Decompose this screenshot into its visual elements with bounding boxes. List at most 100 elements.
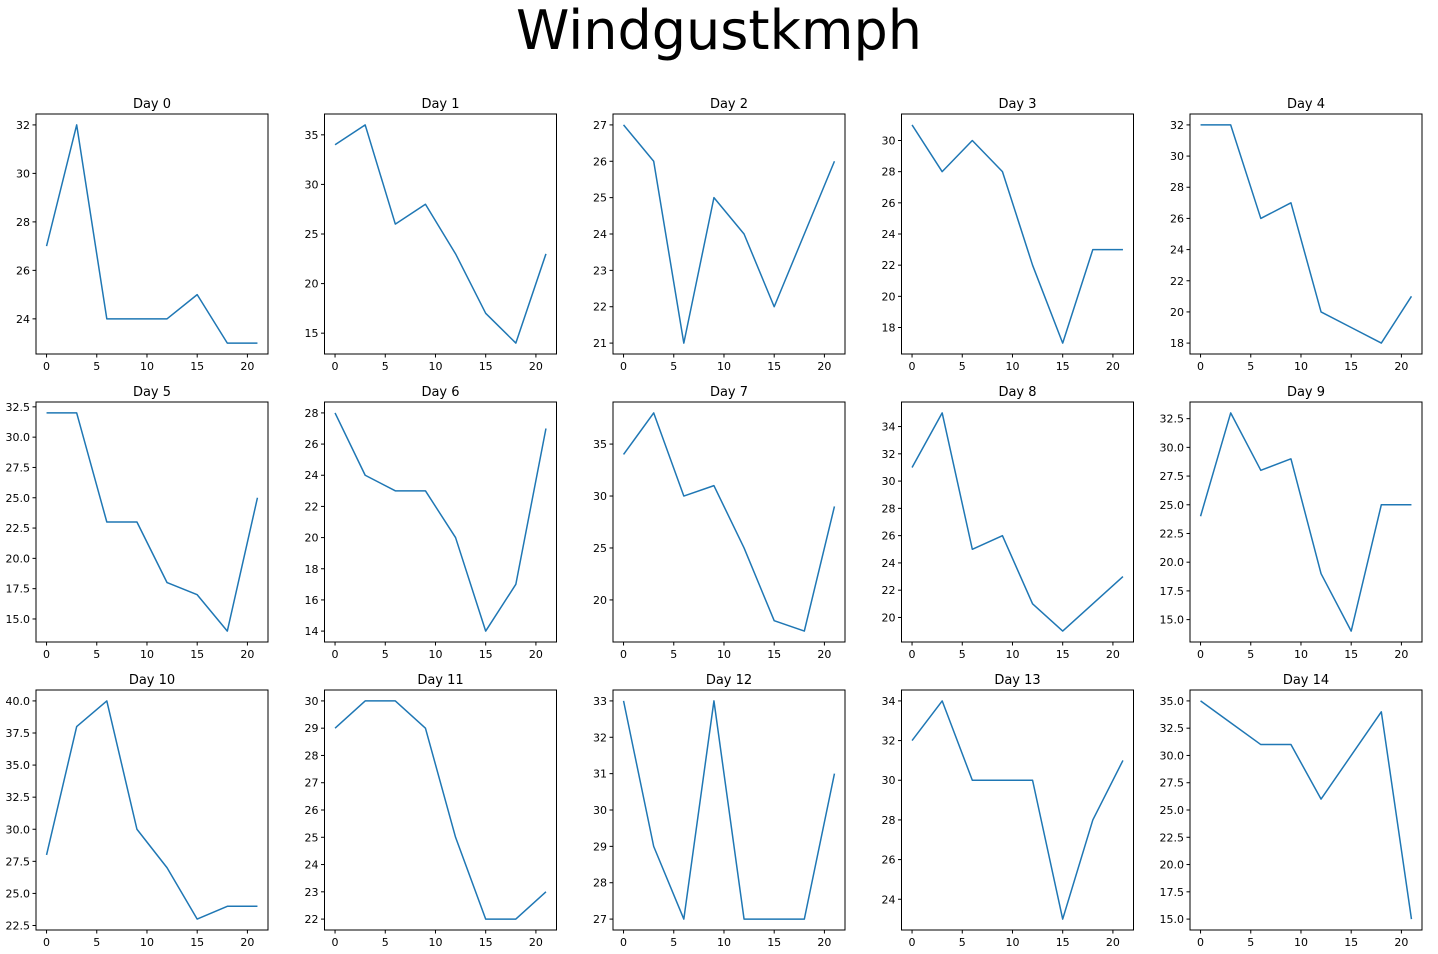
y-tick-label: 30 [882, 134, 896, 147]
series-line [1200, 124, 1413, 344]
subplot-title: Day 13 [994, 673, 1040, 688]
y-tick-label: 30 [593, 804, 607, 817]
y-tick-label: 30 [305, 178, 319, 191]
y-tick-label: 30 [882, 475, 896, 488]
plot-frame [324, 113, 557, 355]
subplot-title: Day 12 [706, 673, 752, 688]
series-line [622, 412, 836, 632]
y-tick-label: 32 [882, 735, 896, 748]
plot-frame [324, 401, 557, 643]
y-tick-label: 20.0 [6, 552, 31, 565]
x-tick-label: 15 [190, 648, 204, 661]
y-tick-label: 22 [305, 913, 319, 926]
y-tick-label: 37.5 [6, 727, 31, 740]
subplot-title: Day 3 [998, 97, 1036, 112]
subplot-title: Day 5 [133, 385, 171, 400]
x-tick-label: 5 [93, 648, 100, 661]
subplot-day-12: Day 12 0 5 10 15 20 27 28 29 30 31 32 33 [593, 673, 846, 949]
x-tick-label: 5 [382, 648, 389, 661]
subplot-day-7: Day 7 0 5 10 15 20 20 25 30 35 [593, 385, 846, 661]
plot-frame [324, 689, 557, 931]
y-tick-label: 20 [882, 290, 896, 303]
x-tick-label: 20 [529, 360, 543, 373]
x-tick-label: 0 [43, 360, 50, 373]
y-tick-label: 24 [16, 313, 30, 326]
subplot-title: Day 14 [1283, 673, 1329, 688]
subplot-title: Day 11 [417, 673, 463, 688]
y-tick-label: 18 [1170, 337, 1184, 350]
y-tick-label: 18 [305, 563, 319, 576]
y-tick-label: 27 [305, 777, 319, 790]
y-tick-label: 22.5 [6, 522, 31, 535]
plot-frame [35, 113, 269, 355]
y-tick-label: 30 [593, 490, 607, 503]
x-tick-label: 5 [670, 360, 677, 373]
y-tick-label: 23 [305, 886, 319, 899]
x-tick-label: 20 [240, 936, 254, 949]
x-tick-label: 10 [1005, 360, 1019, 373]
x-tick-label: 15 [479, 936, 493, 949]
y-tick-label: 26 [305, 804, 319, 817]
x-tick-label: 15 [1344, 648, 1358, 661]
x-tick-label: 10 [717, 648, 731, 661]
x-tick-label: 20 [529, 648, 543, 661]
y-tick-label: 32.5 [6, 791, 31, 804]
subplot-day-11: Day 11 0 5 10 15 20 22 23 24 25 26 27 28 29 30 [305, 673, 557, 949]
y-tick-label: 30 [1170, 150, 1184, 163]
series-line [622, 700, 836, 920]
x-tick-label: 5 [1247, 648, 1254, 661]
y-tick-label: 20 [305, 532, 319, 545]
y-tick-label: 26 [16, 264, 30, 277]
y-tick-label: 28 [305, 407, 319, 420]
x-tick-label: 20 [1394, 936, 1408, 949]
plot-frame [612, 113, 846, 355]
plot-frame [1189, 689, 1423, 931]
y-tick-label: 15.0 [1160, 614, 1185, 627]
x-tick-label: 0 [43, 936, 50, 949]
series-line [911, 412, 1124, 632]
y-tick-label: 29 [593, 840, 607, 853]
x-tick-label: 15 [190, 360, 204, 373]
x-tick-label: 0 [43, 648, 50, 661]
series-line [911, 700, 1124, 920]
y-tick-label: 25 [305, 831, 319, 844]
series-line [46, 412, 259, 632]
y-tick-label: 26 [882, 854, 896, 867]
x-tick-label: 0 [332, 936, 339, 949]
y-tick-label: 20 [1170, 306, 1184, 319]
y-tick-label: 24 [882, 228, 896, 241]
series-line [1199, 412, 1412, 632]
x-tick-label: 10 [717, 936, 731, 949]
x-tick-label: 10 [1005, 936, 1019, 949]
y-tick-label: 26 [305, 438, 319, 451]
y-tick-label: 28 [593, 877, 607, 890]
y-tick-label: 30 [882, 774, 896, 787]
y-tick-label: 28 [305, 749, 319, 762]
y-tick-label: 22 [882, 259, 896, 272]
x-tick-label: 20 [817, 648, 831, 661]
y-tick-label: 15.0 [1160, 913, 1185, 926]
x-tick-label: 20 [240, 648, 254, 661]
y-tick-label: 20 [882, 611, 896, 624]
subplot-title: Day 6 [421, 385, 459, 400]
y-tick-label: 31 [593, 768, 607, 781]
y-tick-label: 14 [305, 625, 319, 638]
x-tick-label: 5 [1247, 360, 1254, 373]
x-tick-label: 5 [670, 936, 677, 949]
series-line [45, 124, 258, 344]
y-tick-label: 25 [305, 228, 319, 241]
series-line [334, 700, 547, 920]
x-tick-label: 15 [767, 360, 781, 373]
subplot-day-3: Day 3 0 5 10 15 20 18 20 22 24 26 28 30 [882, 97, 1134, 373]
subplot-title: Day 8 [998, 385, 1036, 400]
series-line [1200, 700, 1413, 920]
x-tick-label: 5 [93, 360, 100, 373]
y-tick-label: 16 [305, 594, 319, 607]
y-tick-label: 24 [882, 893, 896, 906]
y-tick-label: 21 [593, 337, 607, 350]
y-tick-label: 24 [305, 469, 319, 482]
figure-title: Windgustkmph [516, 0, 922, 62]
y-tick-label: 25.0 [6, 887, 31, 900]
y-tick-label: 32.5 [1160, 722, 1185, 735]
